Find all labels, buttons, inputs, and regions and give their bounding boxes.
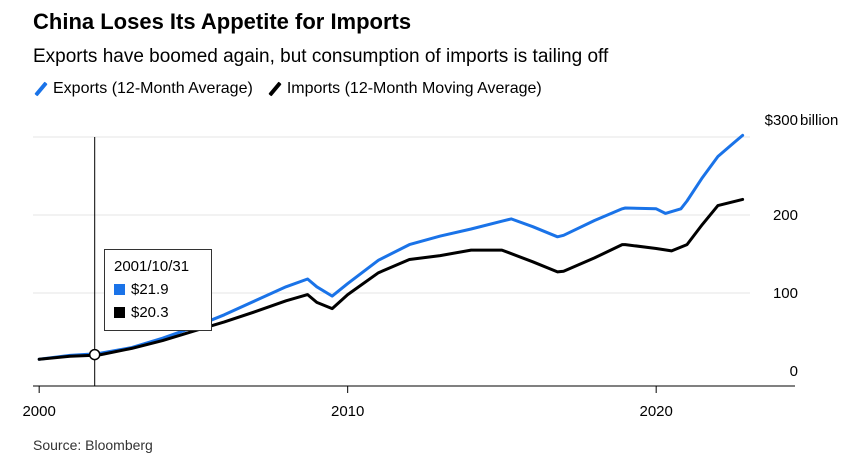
hover-tooltip: 2001/10/31 $21.9 $20.3 <box>104 249 212 331</box>
tooltip-row-imports: $20.3 <box>114 304 211 321</box>
legend-label-imports: Imports (12-Month Moving Average) <box>286 80 542 97</box>
y-tick-label-200: 200 <box>773 207 798 224</box>
tooltip-value-imports: $20.3 <box>131 304 169 321</box>
source-note: Source: Bloomberg <box>33 437 153 453</box>
chart-subtitle: Exports have boomed again, but consumpti… <box>33 46 609 67</box>
series-line-exports <box>37 133 745 361</box>
tooltip-swatch-imports <box>114 307 125 318</box>
chart-title: China Loses Its Appetite for Imports <box>33 9 412 34</box>
y-tick-label-100: 100 <box>773 285 798 302</box>
y-tick-label-300: $300 <box>765 112 798 129</box>
tooltip-date: 2001/10/31 <box>114 258 190 275</box>
legend-item-exports[interactable]: Exports (12-Month Average) <box>33 80 253 98</box>
crosshair-marker <box>88 348 101 361</box>
tooltip-swatch-exports <box>114 284 125 295</box>
tooltip-row-exports: $21.9 <box>114 281 211 298</box>
x-tick-label-2000: 2000 <box>22 403 55 420</box>
x-tick-label-2010: 2010 <box>331 403 364 420</box>
y-tick-label-0: 0 <box>790 363 798 380</box>
legend: Exports (12-Month Average) Imports (12-M… <box>33 80 556 98</box>
series-line-imports <box>37 197 745 361</box>
legend-label-exports: Exports (12-Month Average) <box>53 80 253 97</box>
tooltip-value-exports: $21.9 <box>131 281 169 298</box>
y-unit-label: billion <box>800 112 838 129</box>
x-tick-label-2020: 2020 <box>639 403 672 420</box>
legend-item-imports[interactable]: Imports (12-Month Moving Average) <box>267 80 542 98</box>
